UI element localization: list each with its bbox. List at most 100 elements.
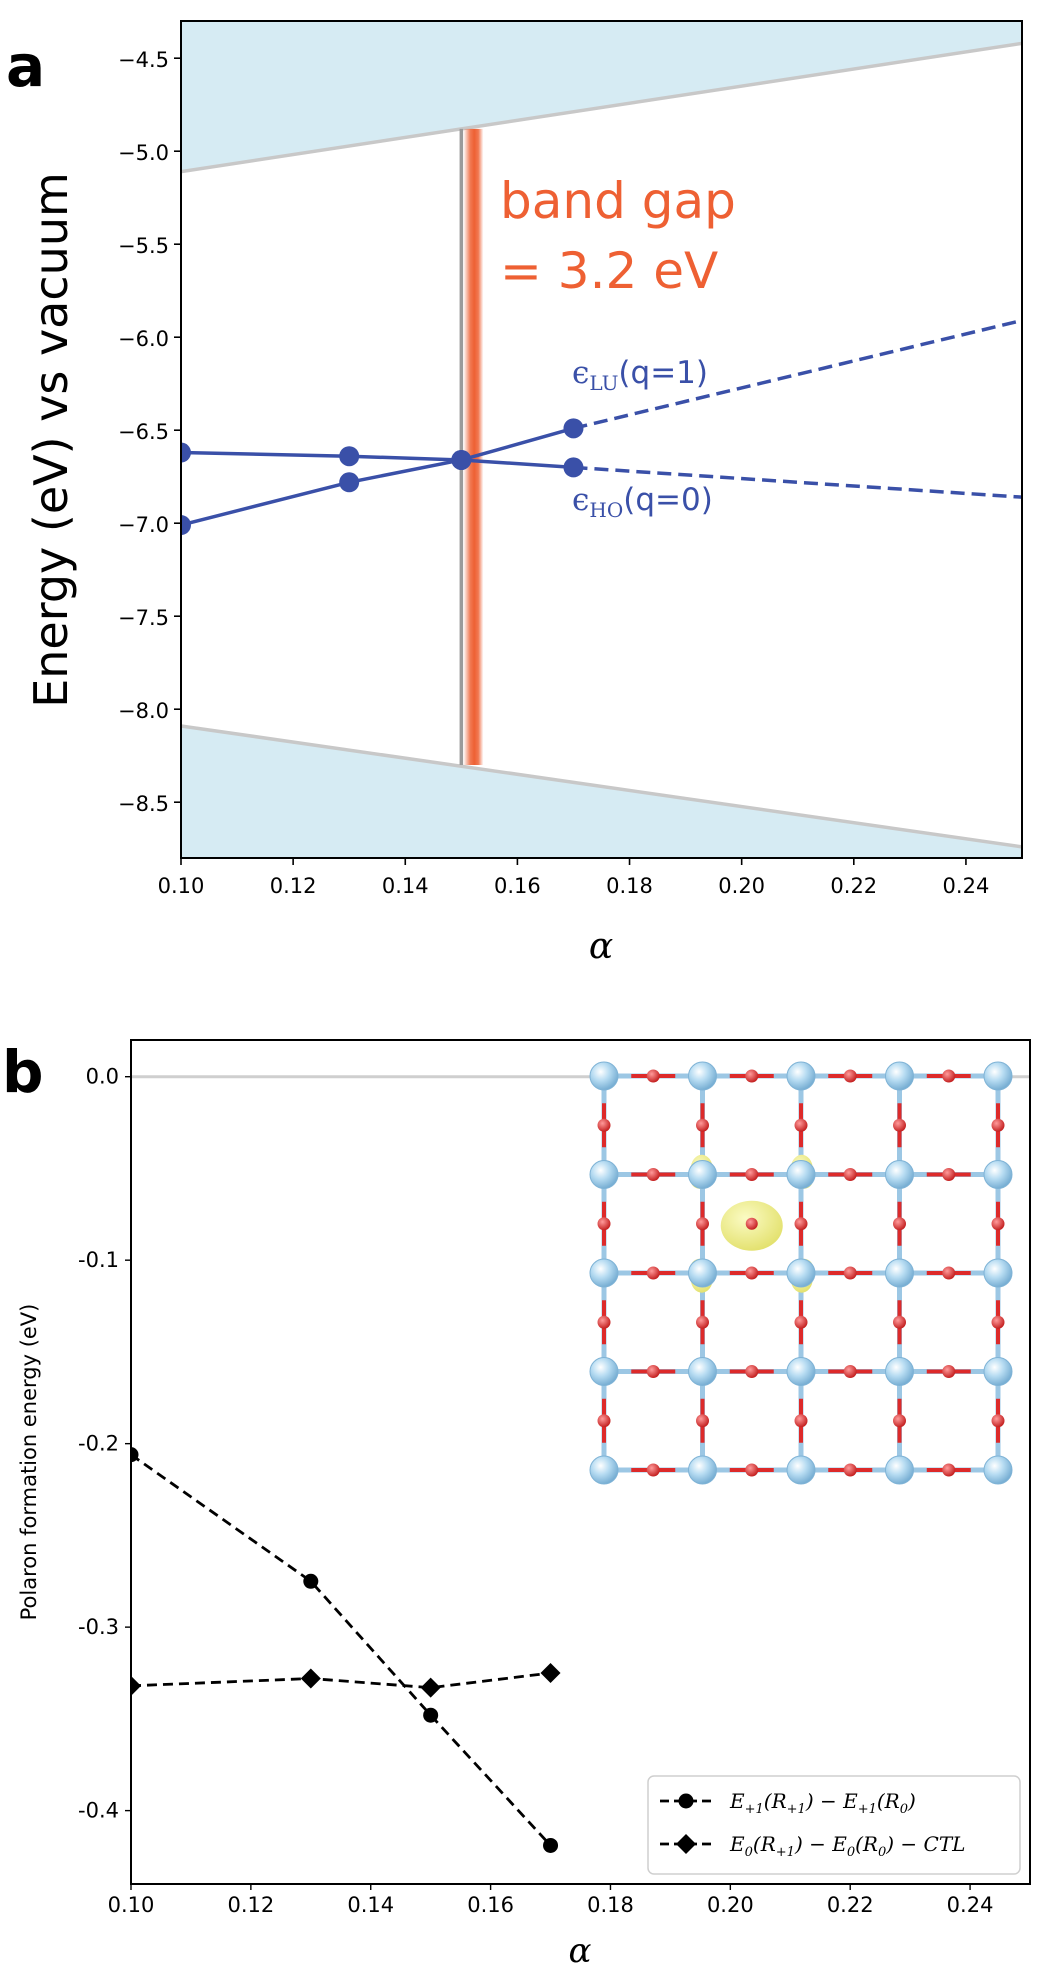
inset-oxygen-atom [646, 1365, 660, 1378]
inset-metal-atom [983, 1258, 1013, 1288]
b-series-1-point [420, 1677, 441, 1698]
band-gap-label-line1: band gap [500, 172, 736, 230]
series-label-homo: ϵHO(q=0) [572, 482, 713, 522]
panel-b-letter: b [2, 1038, 44, 1106]
panel-a-y-ticks: −4.5 −5.0 −5.5 −6.0 −6.5 −7.0 −7.5 −8.0 −8.5 [118, 48, 181, 816]
band-gap-label-line2: = 3.2 eV [500, 242, 718, 300]
x-tick-label: 0.10 [108, 1893, 155, 1917]
x-tick-label: 0.10 [158, 874, 205, 898]
panel-a-x-axis-label: α [589, 926, 613, 967]
inset-oxygen-atom [794, 1217, 808, 1231]
x-tick-label: 0.20 [718, 874, 765, 898]
inset-metal-atom [885, 1357, 914, 1386]
inset-oxygen-atom [893, 1414, 906, 1428]
y-tick-label: −7.0 [118, 513, 169, 537]
inset-metal-atom [983, 1061, 1013, 1091]
valence-band-region [181, 725, 1022, 858]
inset-oxygen-atom [646, 1266, 660, 1280]
inset-oxygen-atom [597, 1315, 611, 1329]
x-tick-label: 0.24 [943, 874, 990, 898]
b-series-0-point [131, 1447, 139, 1463]
inset-oxygen-atom [745, 1463, 759, 1477]
valence-band-edge [181, 724, 1022, 849]
x-tick-label: 0.16 [494, 874, 541, 898]
x-tick-label: 0.18 [606, 874, 653, 898]
inset-oxygen-atom [843, 1168, 857, 1181]
y-tick-label: -0.1 [78, 1248, 119, 1272]
inset-metal-atom [983, 1455, 1013, 1485]
series-1-point [451, 449, 472, 470]
inset-metal-atom [589, 1258, 619, 1288]
inset-oxygen-atom [745, 1168, 759, 1181]
x-tick-label: 0.14 [347, 1893, 394, 1917]
b-series-0-point [303, 1573, 319, 1589]
legend-marker-circle [678, 1793, 694, 1809]
panel-b-x-axis-label: α [569, 1931, 592, 1971]
inset-oxygen-atom [597, 1217, 611, 1231]
conduction-band-region [181, 21, 1022, 172]
inset-oxygen-atom [843, 1365, 857, 1378]
inset-oxygen-atom [843, 1463, 857, 1477]
inset-oxygen-atom [745, 1217, 758, 1230]
inset-oxygen-atom [696, 1315, 709, 1329]
inset-oxygen-atom [942, 1266, 956, 1280]
panel-a-x-ticks: 0.10 0.12 0.14 0.16 0.18 0.20 0.22 0.24 [158, 858, 990, 898]
inset-metal-atom [688, 1258, 717, 1288]
y-tick-label: −7.5 [118, 606, 169, 630]
series-1-point [181, 442, 191, 463]
y-tick-label: -0.4 [78, 1799, 119, 1823]
inset-metal-atom [589, 1061, 619, 1091]
inset-metal-atom [983, 1160, 1013, 1189]
inset-oxygen-atom [893, 1217, 906, 1231]
inset-oxygen-atom [597, 1118, 611, 1132]
y-tick-label: −6.0 [118, 327, 169, 351]
y-tick-label: −6.5 [118, 420, 169, 444]
inset-oxygen-atom [794, 1315, 808, 1329]
panel-a-frame [180, 20, 1023, 859]
inset-oxygen-atom [745, 1266, 759, 1280]
legend-marker-diamond [676, 1834, 696, 1854]
series-0-point [339, 472, 360, 493]
inset-metal-atom [688, 1061, 717, 1091]
band-gap-bar [463, 128, 484, 765]
inset-oxygen-atom [942, 1069, 956, 1083]
panel-b-legend: E+1(R+1) − E+1(R0) E0(R+1) − E0(R0) − CT… [647, 1775, 1021, 1875]
series-line-1 [181, 450, 574, 470]
b-series-0-point [423, 1707, 439, 1723]
panel-b-y-axis-label: Polaron formation energy (eV) [17, 1304, 41, 1621]
x-tick-label: 0.24 [947, 1893, 994, 1917]
inset-oxygen-atom [745, 1069, 759, 1083]
inset-oxygen-atom [646, 1463, 660, 1477]
series-label-lumo: ϵLU(q=1) [572, 355, 708, 395]
y-tick-label: −5.5 [118, 234, 169, 258]
inset-oxygen-atom [597, 1414, 611, 1428]
inset-oxygen-atom [991, 1118, 1005, 1132]
panel-b: b 0.10 0.12 0.14 0.16 0.18 0.20 0.22 0.24 0.0 -0… [2, 1038, 1031, 1971]
x-tick-label: 0.12 [227, 1893, 274, 1917]
inset-oxygen-atom [942, 1463, 956, 1477]
inset-metal-atom [786, 1160, 816, 1189]
panel-b-x-ticks: 0.10 0.12 0.14 0.16 0.18 0.20 0.22 0.24 [108, 1884, 994, 1917]
x-tick-label: 0.12 [270, 874, 317, 898]
panel-b-y-ticks: 0.0 -0.1 -0.2 -0.3 -0.4 [78, 1065, 131, 1823]
y-tick-label: −8.5 [118, 792, 169, 816]
inset-oxygen-atom [991, 1315, 1005, 1329]
y-tick-label: −4.5 [118, 48, 169, 72]
series-1-point [339, 446, 360, 467]
inset-metal-atom [786, 1455, 816, 1485]
b-series-1-point [540, 1663, 561, 1683]
series-line-0 [181, 426, 574, 527]
x-tick-label: 0.22 [830, 874, 877, 898]
inset-metal-atom [786, 1357, 816, 1386]
inset-metal-atom [885, 1061, 914, 1091]
inset-oxygen-atom [794, 1414, 808, 1428]
panel-a-plot-area [181, 21, 1022, 858]
y-tick-label: 0.0 [86, 1065, 119, 1089]
b-series-0-point [543, 1837, 559, 1853]
inset-oxygen-atom [843, 1069, 857, 1083]
conduction-band-edge [181, 41, 1022, 174]
inset-oxygen-atom [991, 1217, 1005, 1231]
inset-oxygen-atom [991, 1414, 1005, 1428]
inset-metal-atom [983, 1357, 1013, 1386]
